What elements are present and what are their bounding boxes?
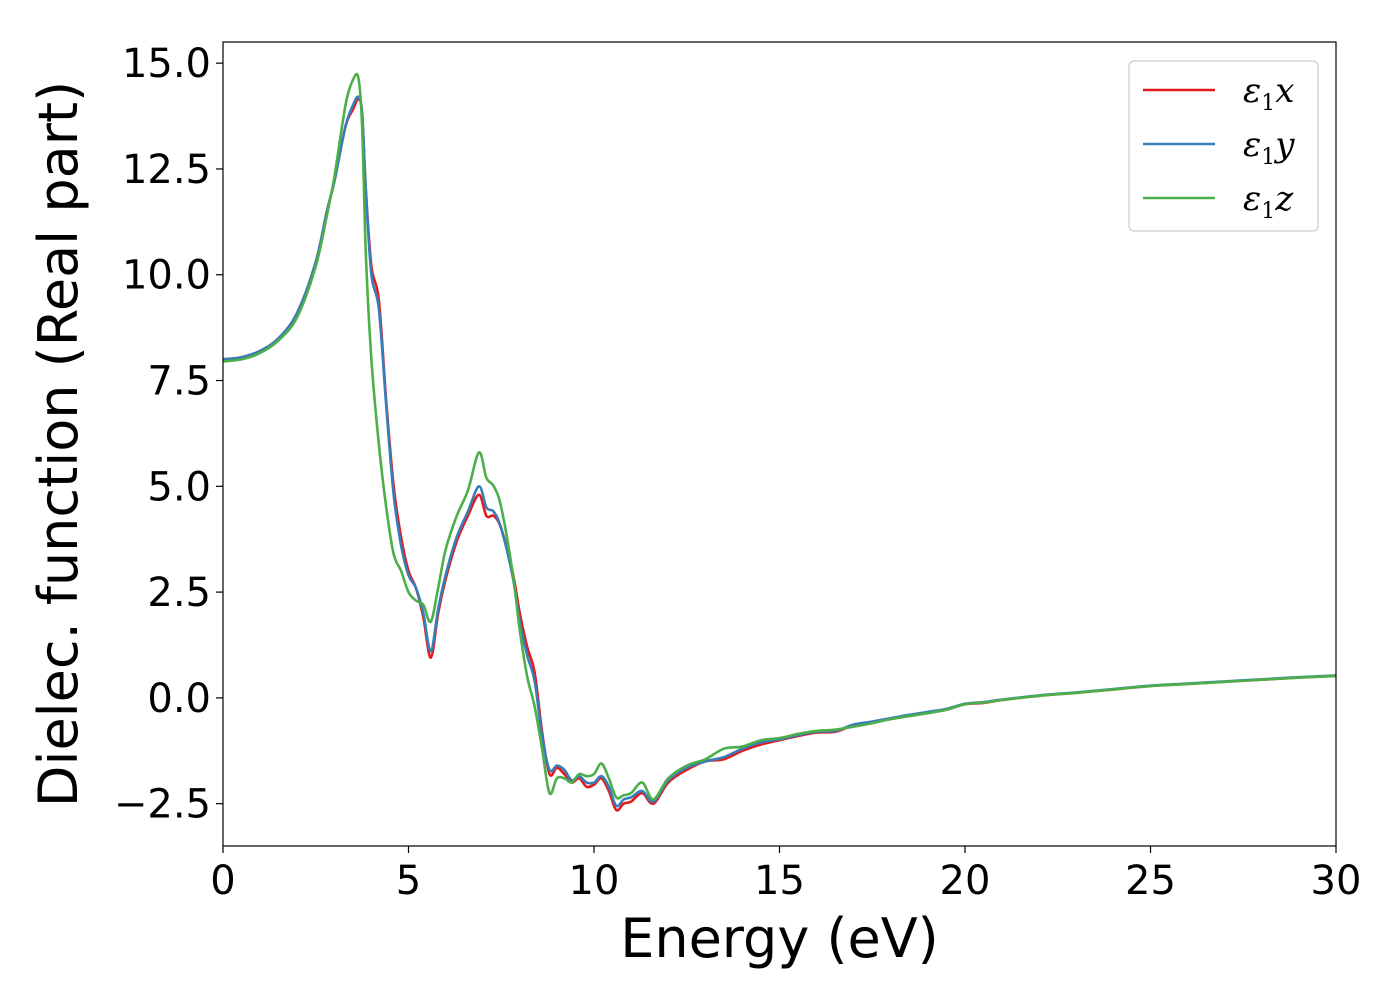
x-tick-label: 5 [396, 858, 421, 904]
y-tick-label: 12.5 [122, 147, 211, 193]
x-axis-label: Energy (eV) [620, 907, 939, 970]
legend-label-y: ε1y [1243, 125, 1295, 170]
y-tick-label: 15.0 [122, 41, 211, 87]
x-tick-label: 15 [754, 858, 805, 904]
x-tick-label: 10 [569, 858, 620, 904]
y-tick-label: 10.0 [122, 253, 211, 299]
x-axis-ticks: 0 5 10 15 20 25 30 [210, 846, 1361, 904]
x-tick-label: 0 [210, 858, 235, 904]
x-tick-label: 20 [940, 858, 991, 904]
legend: ε1x ε1y ε1z [1128, 60, 1319, 232]
legend-label-z: ε1z [1243, 179, 1294, 224]
legend-box [1128, 60, 1319, 232]
x-tick-label: 25 [1125, 858, 1176, 904]
y-tick-label: 2.5 [147, 570, 211, 616]
y-tick-label: −2.5 [114, 782, 211, 828]
legend-label-x: ε1x [1243, 71, 1294, 116]
series-line-z [223, 72, 1336, 801]
y-tick-label: 0.0 [147, 676, 211, 722]
y-tick-label: 5.0 [147, 464, 211, 510]
x-tick-label: 30 [1311, 858, 1362, 904]
y-tick-label: 7.5 [147, 359, 211, 405]
y-axis-ticks: −2.5 0.0 2.5 5.0 7.5 10.0 12.5 15.0 [114, 41, 223, 828]
y-axis-label: Dielec. function (Real part) [27, 81, 90, 807]
series-layer [223, 72, 1336, 812]
